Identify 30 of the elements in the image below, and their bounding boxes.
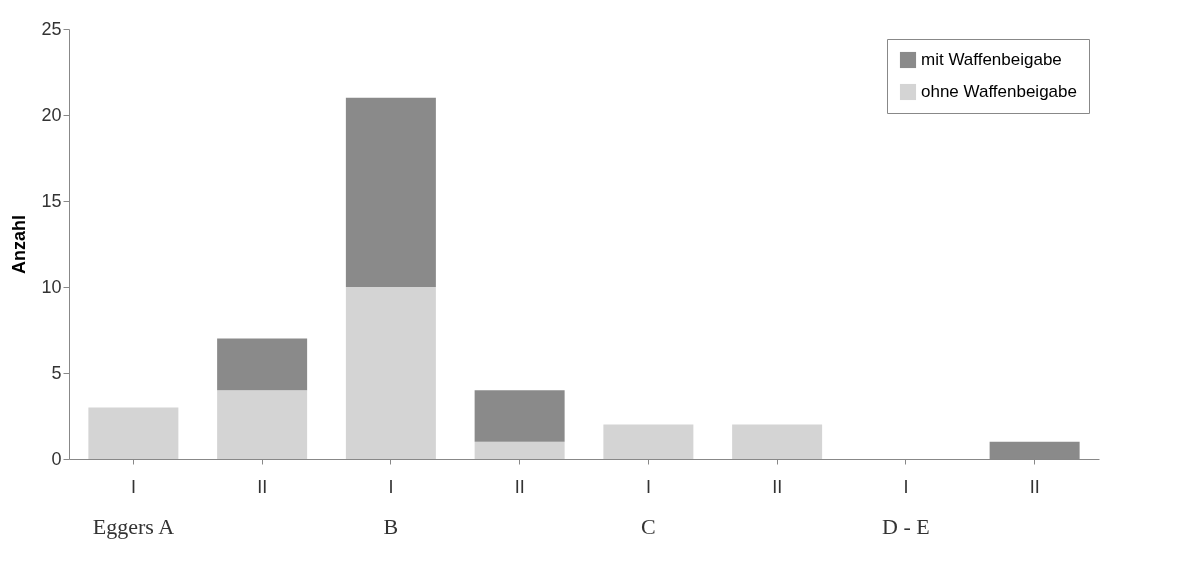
x-tick-label: I xyxy=(388,476,394,497)
bar xyxy=(732,424,823,459)
bar xyxy=(603,424,694,459)
x-tick-label: I xyxy=(130,476,136,497)
y-tick-label: 15 xyxy=(41,190,62,211)
text: D - E xyxy=(882,514,930,539)
bar xyxy=(474,390,565,442)
legend-label: ohne Waffenbeigabe xyxy=(921,82,1077,101)
y-axis-title: Anzahl xyxy=(9,214,30,275)
bar xyxy=(345,287,436,459)
legend-label: mit Waffenbeigabe xyxy=(921,50,1062,69)
y-tick-label: 10 xyxy=(41,276,62,297)
x-tick-label: II xyxy=(1029,476,1040,497)
y-tick-label: 25 xyxy=(41,18,62,39)
text: B xyxy=(383,514,399,539)
bar xyxy=(88,407,179,459)
x-tick-label: II xyxy=(514,476,525,497)
bar xyxy=(474,441,565,459)
x-tick-label: II xyxy=(257,476,268,497)
x-tick-label: II xyxy=(772,476,783,497)
y-tick-label: 0 xyxy=(51,448,62,469)
y-tick-label: 20 xyxy=(41,104,62,125)
text: Eggers A xyxy=(92,514,175,539)
bar xyxy=(217,390,308,459)
x-tick-label: I xyxy=(645,476,651,497)
text: C xyxy=(641,514,656,539)
bar xyxy=(345,97,436,287)
y-tick-label: 5 xyxy=(51,362,62,383)
bar xyxy=(217,338,308,391)
x-tick-label: I xyxy=(903,476,909,497)
